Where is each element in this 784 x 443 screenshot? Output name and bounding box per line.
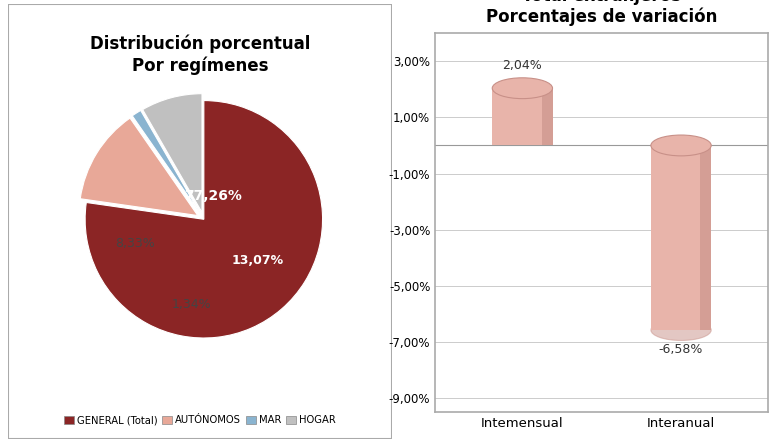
- Wedge shape: [143, 93, 202, 212]
- Bar: [651, 145, 711, 330]
- Text: -6,58%: -6,58%: [659, 343, 703, 356]
- Wedge shape: [85, 101, 322, 338]
- Wedge shape: [132, 110, 200, 213]
- Bar: [542, 88, 553, 145]
- FancyBboxPatch shape: [8, 4, 392, 439]
- Ellipse shape: [492, 78, 553, 99]
- Text: 13,07%: 13,07%: [231, 254, 283, 267]
- Wedge shape: [80, 118, 198, 216]
- Text: 8,33%: 8,33%: [115, 237, 155, 249]
- Legend: GENERAL (Total), AUTÓNOMOS, MAR, HOGAR: GENERAL (Total), AUTÓNOMOS, MAR, HOGAR: [60, 411, 340, 429]
- Title: Total extranjeros
Porcentajes de variación: Total extranjeros Porcentajes de variaci…: [486, 0, 717, 26]
- Text: 77,26%: 77,26%: [184, 189, 242, 202]
- Text: 2,04%: 2,04%: [503, 58, 543, 71]
- Text: Distribución porcentual
Por regímenes: Distribución porcentual Por regímenes: [89, 35, 310, 75]
- Bar: [492, 88, 553, 145]
- Ellipse shape: [651, 320, 711, 341]
- Text: 1,34%: 1,34%: [172, 298, 212, 311]
- Ellipse shape: [651, 135, 711, 156]
- Bar: [700, 145, 711, 330]
